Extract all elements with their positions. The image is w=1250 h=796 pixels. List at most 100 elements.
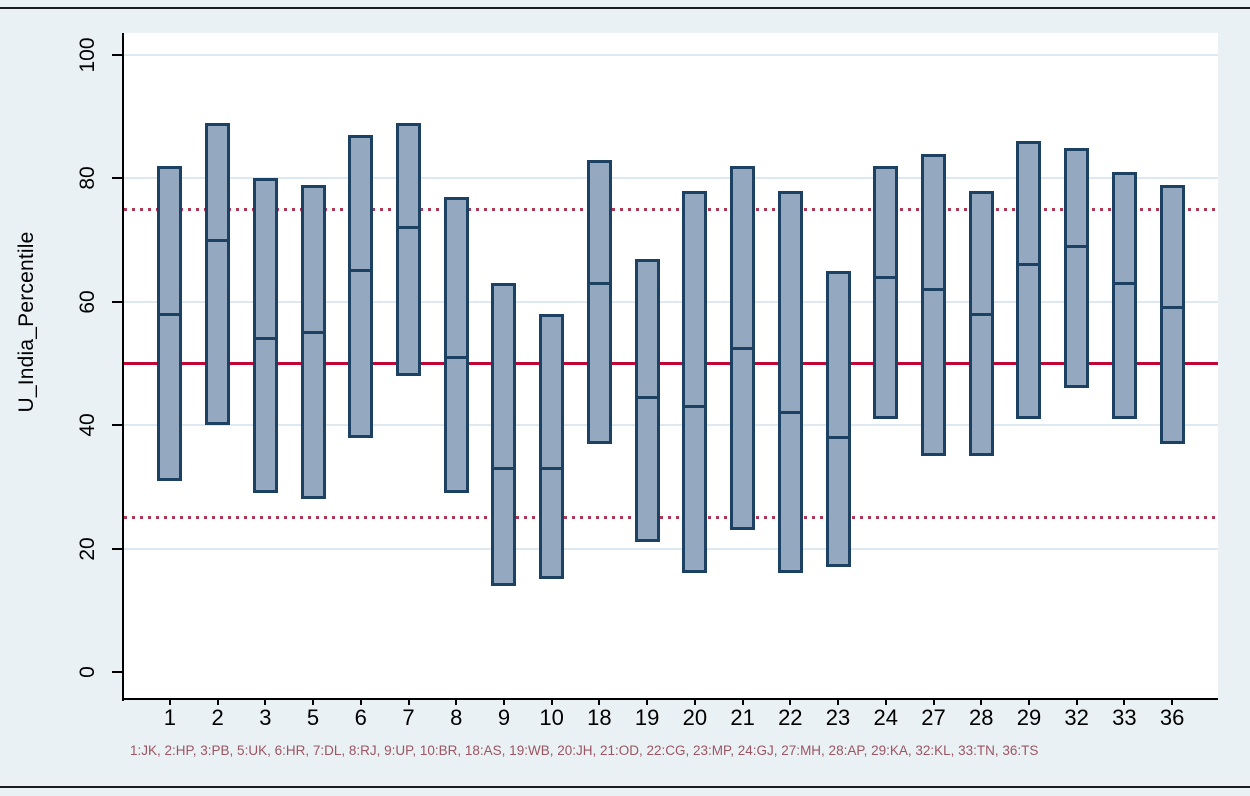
y-tick-label: 40	[76, 413, 99, 437]
reference-line-50	[124, 362, 1218, 365]
bar-median-line	[303, 331, 323, 335]
x-axis-tick	[264, 699, 267, 705]
x-axis-tick	[789, 699, 792, 705]
range-bar	[396, 122, 421, 376]
y-axis-tick	[112, 424, 124, 427]
range-bar	[777, 190, 803, 574]
x-tick-label: 20	[682, 705, 708, 730]
x-tick-label: 33	[1112, 705, 1137, 730]
x-axis-tick	[312, 699, 315, 705]
range-bar	[682, 190, 708, 574]
y-axis-tick	[112, 671, 124, 673]
bar-median-line	[780, 411, 800, 415]
x-axis-tick	[1123, 699, 1126, 705]
reference-line-75	[124, 207, 1218, 211]
x-axis-tick	[407, 699, 410, 705]
range-bar	[300, 184, 326, 500]
range-bar	[539, 314, 565, 580]
bar-median-line	[1067, 244, 1087, 248]
y-axis-line	[122, 33, 124, 701]
reference-line-25	[124, 516, 1218, 520]
bar-median-line	[255, 337, 275, 341]
range-bar	[252, 178, 278, 494]
bottom-border-rule	[0, 786, 1250, 788]
x-tick-label: 24	[873, 705, 899, 730]
x-tick-label: 5	[306, 705, 320, 730]
range-bar	[968, 190, 994, 457]
x-axis-tick	[884, 699, 887, 705]
x-axis-tick	[980, 699, 983, 705]
range-bar	[348, 135, 374, 438]
x-tick-label: 18	[587, 705, 612, 730]
x-axis-tick	[837, 699, 840, 705]
x-axis-tick	[741, 699, 744, 705]
x-tick-label: 7	[402, 705, 415, 730]
range-bar	[157, 166, 183, 481]
x-tick-label: 32	[1064, 705, 1089, 730]
x-axis-tick	[598, 699, 601, 705]
range-bar	[921, 153, 946, 457]
y-axis-tick	[112, 54, 124, 56]
y-tick-label: 100	[76, 37, 99, 73]
x-tick-label: 8	[450, 705, 463, 730]
x-axis-tick	[502, 699, 505, 705]
x-tick-label: 9	[497, 705, 511, 730]
bar-median-line	[446, 355, 466, 359]
range-bar	[1111, 172, 1137, 420]
bar-median-line	[208, 238, 228, 242]
x-tick-label: 36	[1159, 705, 1185, 730]
y-axis-tick	[112, 547, 124, 550]
x-tick-label: 21	[730, 705, 755, 730]
x-axis-tick	[1171, 699, 1174, 705]
range-bar	[205, 122, 231, 426]
x-axis-tick	[646, 699, 649, 705]
bar-median-line	[351, 269, 371, 273]
x-tick-label: 29	[1016, 705, 1042, 730]
x-axis-tick	[359, 699, 362, 705]
bar-median-line	[494, 466, 514, 470]
x-axis-tick	[693, 699, 696, 705]
x-tick-label: 23	[825, 705, 851, 730]
range-bar	[1016, 141, 1042, 420]
x-tick-label: 28	[968, 705, 994, 730]
y-axis-title: U_India_Percentile	[15, 231, 38, 413]
range-bar	[1159, 184, 1185, 444]
range-bar	[634, 258, 660, 543]
top-border-rule	[0, 7, 1250, 9]
x-tick-label: 10	[539, 705, 564, 730]
bar-median-line	[924, 287, 943, 291]
bar-median-line	[733, 346, 753, 350]
x-axis-tick	[216, 699, 219, 705]
x-axis-tick	[932, 699, 935, 705]
x-axis-line	[122, 698, 1218, 700]
bar-median-line	[828, 436, 848, 440]
x-axis-tick	[168, 699, 171, 705]
y-axis-tick	[112, 177, 124, 180]
plot-area	[124, 33, 1218, 699]
x-axis-tick	[1075, 699, 1078, 705]
x-tick-label: 19	[634, 705, 660, 730]
x-axis-tick	[455, 699, 458, 705]
x-tick-label: 6	[354, 705, 367, 730]
bar-median-line	[685, 405, 705, 409]
grid-line	[124, 300, 1218, 303]
x-axis-tick	[550, 699, 553, 705]
x-tick-label: 22	[778, 705, 803, 730]
range-bar	[586, 159, 612, 444]
bar-median-line	[542, 466, 562, 470]
x-tick-label: 3	[259, 705, 272, 730]
state-code-legend-footnote: 1:JK, 2:HP, 3:PB, 5:UK, 6:HR, 7:DL, 8:RJ…	[130, 743, 1039, 758]
y-tick-label: 60	[76, 290, 99, 314]
y-tick-label: 20	[76, 536, 99, 561]
range-bar	[443, 196, 469, 494]
grid-line	[124, 424, 1218, 427]
bar-median-line	[1019, 263, 1039, 267]
bar-median-line	[160, 312, 180, 316]
y-axis-tick	[112, 300, 124, 303]
range-bar	[1064, 147, 1090, 389]
bar-median-line	[1162, 306, 1182, 310]
range-bar	[825, 270, 851, 568]
bar-median-line	[637, 395, 657, 399]
grid-line	[124, 54, 1218, 56]
